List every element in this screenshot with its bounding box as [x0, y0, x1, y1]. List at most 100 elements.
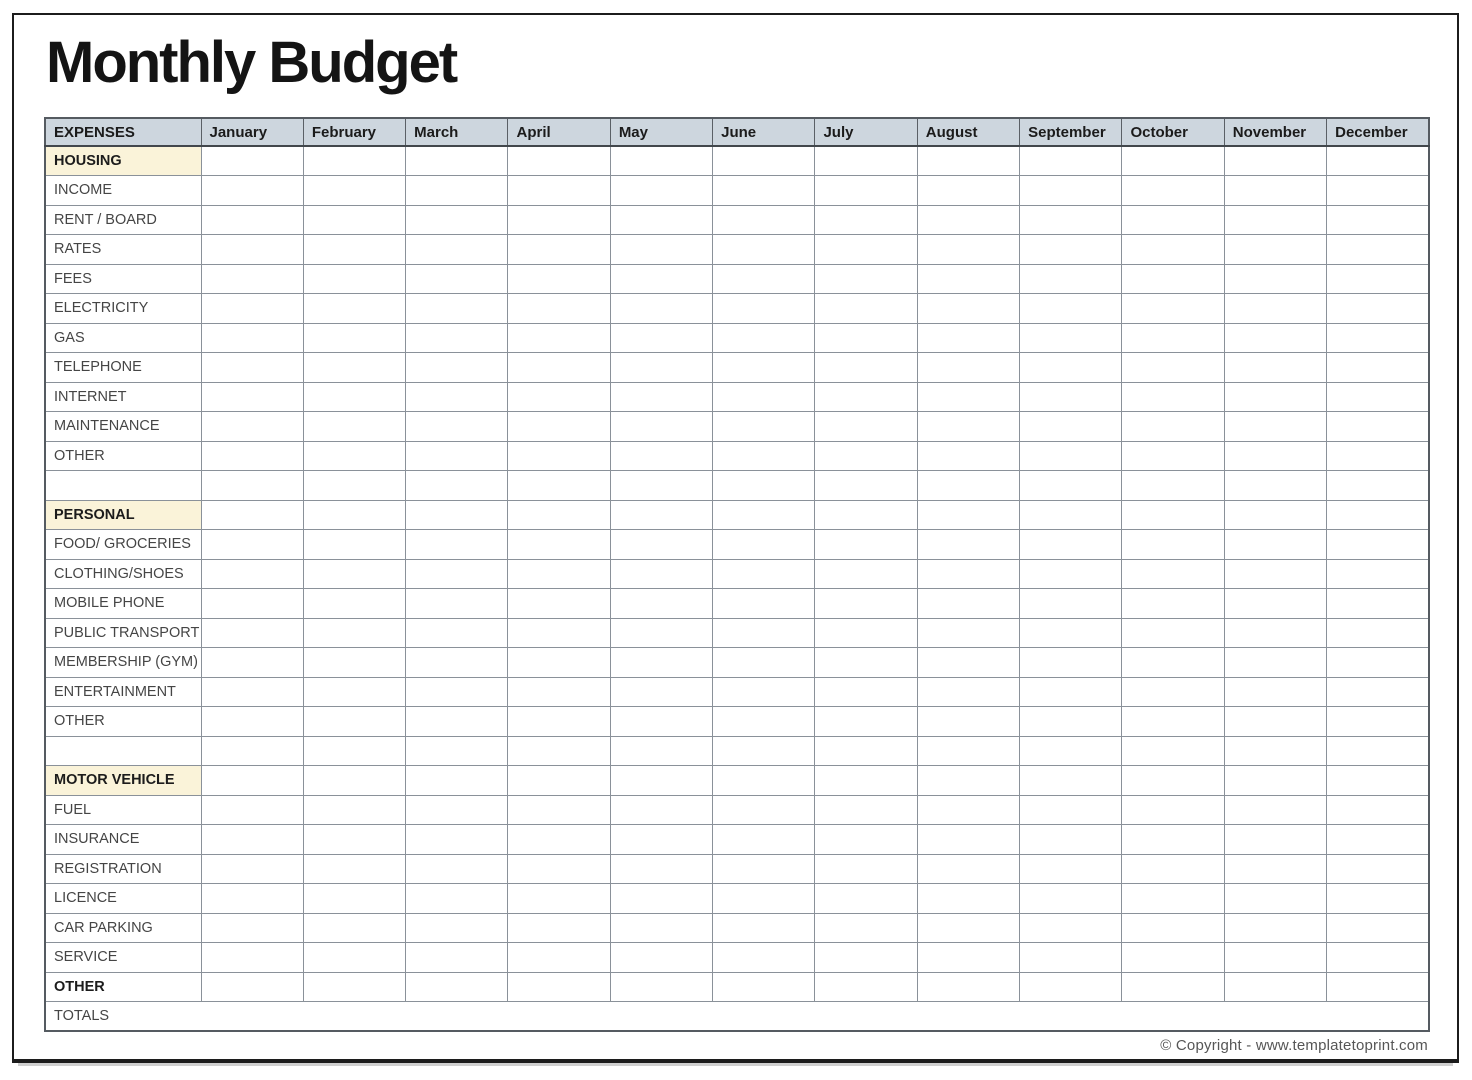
month-cell-june [712, 706, 816, 737]
month-cell-june [712, 204, 816, 235]
spacer-row [44, 735, 1430, 766]
row-label-cell: SERVICE [44, 942, 202, 973]
month-cell-october [1121, 499, 1225, 530]
month-cell-july [814, 263, 918, 294]
row-label-cell: TELEPHONE [44, 352, 202, 383]
month-cell-november [1223, 234, 1328, 265]
month-cell-april [507, 558, 611, 589]
month-cell-april [507, 912, 611, 943]
month-cell-november [1223, 529, 1328, 560]
month-cell-august [916, 588, 1021, 619]
month-cell-april [507, 381, 611, 412]
month-cell-september [1019, 794, 1123, 825]
month-cell-november [1223, 912, 1328, 943]
row-label-cell [44, 470, 202, 501]
row-label-cell: OTHER [44, 706, 202, 737]
month-cell-february [302, 971, 407, 1002]
month-cell-march [405, 293, 509, 324]
month-cell-july [814, 352, 918, 383]
month-cell-july [814, 824, 918, 855]
month-cell-march [405, 322, 509, 353]
month-cell-december [1326, 706, 1430, 737]
column-header-october: October [1121, 117, 1225, 147]
month-cell-january [200, 470, 304, 501]
month-cell-august [916, 617, 1021, 648]
month-cell-october [1121, 765, 1225, 796]
month-cell-march [405, 647, 509, 678]
month-cell-july [814, 706, 918, 737]
month-cell-may [609, 499, 714, 530]
month-cell-february [302, 647, 407, 678]
month-cell-april [507, 676, 611, 707]
month-cell-october [1121, 558, 1225, 589]
month-cell-may [609, 322, 714, 353]
month-cell-june [712, 588, 816, 619]
month-cell-july [814, 676, 918, 707]
month-cell-august [916, 558, 1021, 589]
month-cell-august [916, 706, 1021, 737]
column-header-march: March [405, 117, 509, 147]
month-cell-october [1121, 145, 1225, 176]
month-cell-november [1223, 440, 1328, 471]
row-label-cell: PUBLIC TRANSPORT [44, 617, 202, 648]
month-cell-july [814, 470, 918, 501]
month-cell-november [1223, 411, 1328, 442]
expense-item-row: MEMBERSHIP (GYM) [44, 647, 1430, 678]
month-cell-september [1019, 735, 1123, 766]
expense-item-row: MAINTENANCE [44, 411, 1430, 442]
month-cell-march [405, 145, 509, 176]
month-cell-december [1326, 381, 1430, 412]
month-cell-january [200, 145, 304, 176]
month-cell-june [712, 381, 816, 412]
expense-item-row: PUBLIC TRANSPORT [44, 617, 1430, 648]
month-cell-june [712, 440, 816, 471]
month-cell-october [1121, 706, 1225, 737]
month-cell-april [507, 706, 611, 737]
month-cell-april [507, 971, 611, 1002]
row-label-cell: CAR PARKING [44, 912, 202, 943]
month-cell-july [814, 440, 918, 471]
month-cell-april [507, 883, 611, 914]
month-cell-march [405, 883, 509, 914]
month-cell-september [1019, 558, 1123, 589]
section-row-motor-vehicle: MOTOR VEHICLE [44, 765, 1430, 796]
other-summary-row: OTHER [44, 971, 1430, 1002]
month-cell-may [609, 204, 714, 235]
month-cell-december [1326, 529, 1430, 560]
month-cell-october [1121, 735, 1225, 766]
row-label-cell: MAINTENANCE [44, 411, 202, 442]
month-cell-october [1121, 470, 1225, 501]
column-header-may: May [609, 117, 714, 147]
month-cell-september [1019, 381, 1123, 412]
month-cell-april [507, 263, 611, 294]
row-label-cell: GAS [44, 322, 202, 353]
row-label-cell: INTERNET [44, 381, 202, 412]
month-cell-march [405, 204, 509, 235]
month-cell-march [405, 794, 509, 825]
month-cell-july [814, 175, 918, 206]
month-cell-august [916, 883, 1021, 914]
month-cell-february [302, 706, 407, 737]
month-cell-may [609, 558, 714, 589]
month-cell-november [1223, 971, 1328, 1002]
month-cell-april [507, 647, 611, 678]
month-cell-september [1019, 765, 1123, 796]
month-cell-september [1019, 676, 1123, 707]
month-cell-may [609, 411, 714, 442]
row-label-cell: INSURANCE [44, 824, 202, 855]
month-cell-april [507, 942, 611, 973]
month-cell-february [302, 558, 407, 589]
month-cell-march [405, 942, 509, 973]
month-cell-february [302, 912, 407, 943]
month-cell-june [712, 853, 816, 884]
month-cell-may [609, 529, 714, 560]
month-cell-march [405, 175, 509, 206]
month-cell-june [712, 912, 816, 943]
month-cell-april [507, 234, 611, 265]
month-cell-january [200, 234, 304, 265]
month-cell-february [302, 204, 407, 235]
month-cell-august [916, 735, 1021, 766]
month-cell-december [1326, 853, 1430, 884]
month-cell-july [814, 558, 918, 589]
column-header-august: August [916, 117, 1021, 147]
